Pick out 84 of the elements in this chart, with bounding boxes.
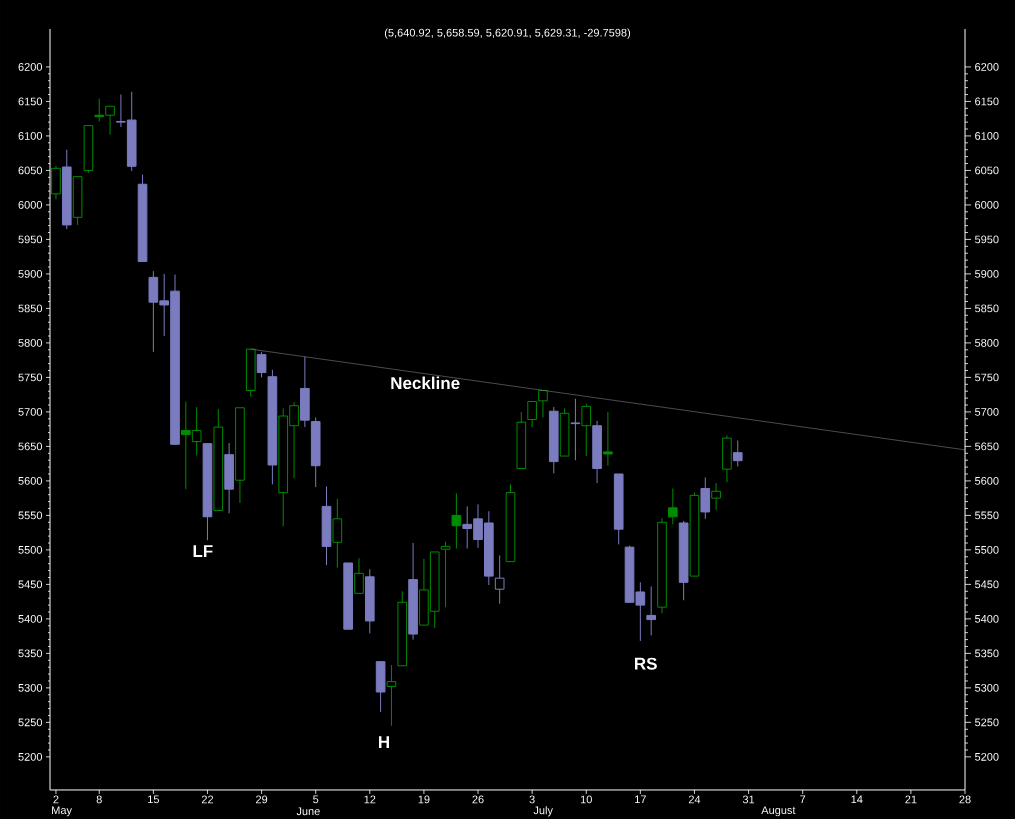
text: May xyxy=(52,806,72,817)
y-tick-label: 6200 xyxy=(18,63,43,71)
x-tick-label: 12 xyxy=(364,795,376,804)
y2-tick-label: 5250 xyxy=(975,718,999,727)
y2-tick-label: 6000 xyxy=(975,201,999,209)
y-tick-label: 5900 xyxy=(18,270,43,278)
y-tick-label: 6150 xyxy=(18,97,43,106)
y2-tick-label: 5800 xyxy=(975,339,999,347)
y2-tick-label: 5850 xyxy=(975,304,999,313)
annotation: RS xyxy=(635,657,657,670)
y-tick-label: 5550 xyxy=(18,511,43,520)
candlestick xyxy=(451,492,462,550)
y2-tick-label: 5650 xyxy=(975,442,999,451)
chart-title: (5,640.92, 5,658.59, 5,620.91, 5,629.31, -29.7598) xyxy=(384,28,631,39)
x-tick-label: 26 xyxy=(472,795,484,804)
y-tick-label: 6000 xyxy=(18,201,43,209)
y-tick-label: 6100 xyxy=(18,132,43,140)
candlestick xyxy=(332,498,343,569)
candlestick xyxy=(354,557,364,594)
x-tick-label: 5 xyxy=(313,795,319,804)
text: August xyxy=(761,806,796,817)
annotation: Neckline xyxy=(391,376,460,390)
y2-tick-label: 5950 xyxy=(975,235,999,244)
y-tick-label: 5250 xyxy=(18,718,43,727)
x-tick-label: 21 xyxy=(905,795,917,804)
annotation: LF xyxy=(193,545,213,557)
annotation: H xyxy=(379,736,389,748)
y2-tick-label: 5400 xyxy=(975,615,999,623)
y-tick-label: 5200 xyxy=(18,752,43,761)
y2-tick-label: 6100 xyxy=(975,132,999,140)
y2-tick-label: 5350 xyxy=(975,649,999,658)
x-tick-label: 22 xyxy=(201,795,214,804)
y-tick-label: 5700 xyxy=(18,408,43,416)
candlestick xyxy=(603,411,613,467)
candlestick xyxy=(700,476,711,520)
y2-tick-label: 5550 xyxy=(975,511,999,520)
candlestick xyxy=(581,403,592,457)
y2-tick-label: 5700 xyxy=(975,408,999,416)
x-tick-label: 2 xyxy=(53,795,59,804)
y2-tick-label: 5500 xyxy=(975,546,999,554)
y-tick-label: 5600 xyxy=(18,477,43,485)
candlestick xyxy=(386,664,397,727)
candlestick xyxy=(494,554,505,605)
x-tick-label: 3 xyxy=(529,795,535,804)
candlestick xyxy=(732,439,743,467)
text: June xyxy=(296,807,320,816)
y-tick-label: 5300 xyxy=(18,683,43,692)
x-tick-label: 29 xyxy=(256,795,268,804)
y-tick-label: 5450 xyxy=(18,580,43,589)
y2-tick-label: 6200 xyxy=(975,63,999,71)
y-tick-label: 5950 xyxy=(18,235,43,244)
y-tick-label: 5850 xyxy=(18,304,43,313)
y2-tick-label: 5600 xyxy=(975,477,999,485)
x-tick-label: 31 xyxy=(742,795,755,804)
y2-tick-label: 5750 xyxy=(975,373,999,382)
y2-tick-label: 5450 xyxy=(975,580,999,589)
y2-tick-label: 6050 xyxy=(975,166,999,175)
candlestick xyxy=(711,482,721,511)
y2-tick-label: 5900 xyxy=(975,270,999,278)
x-tick-label: 10 xyxy=(580,795,592,804)
y2-tick-label: 5300 xyxy=(975,683,999,692)
y-tick-label: 5750 xyxy=(18,373,43,382)
candlestick xyxy=(646,585,656,636)
x-tick-label: 14 xyxy=(851,795,863,804)
y2-tick-label: 5200 xyxy=(975,752,999,761)
y-tick-label: 5350 xyxy=(18,649,43,658)
y-tick-label: 5800 xyxy=(18,339,43,347)
candlestick xyxy=(256,351,267,378)
y-tick-label: 5650 xyxy=(18,442,43,451)
candlestick xyxy=(570,398,581,461)
x-tick-label: 7 xyxy=(800,795,806,804)
y2-tick-label: 6150 xyxy=(975,97,999,106)
y-tick-label: 6050 xyxy=(18,166,43,175)
x-tick-label: 24 xyxy=(688,795,701,804)
y-tick-label: 5500 xyxy=(18,546,43,554)
text: July xyxy=(533,806,553,817)
x-tick-label: 8 xyxy=(96,795,102,804)
x-tick-label: 17 xyxy=(635,795,646,804)
x-tick-label: 19 xyxy=(418,795,430,804)
candlestick xyxy=(440,541,451,608)
y-tick-label: 5400 xyxy=(18,615,43,623)
candlestick xyxy=(667,487,678,525)
x-tick-label: 28 xyxy=(959,795,971,804)
x-tick-label: 15 xyxy=(148,795,159,804)
